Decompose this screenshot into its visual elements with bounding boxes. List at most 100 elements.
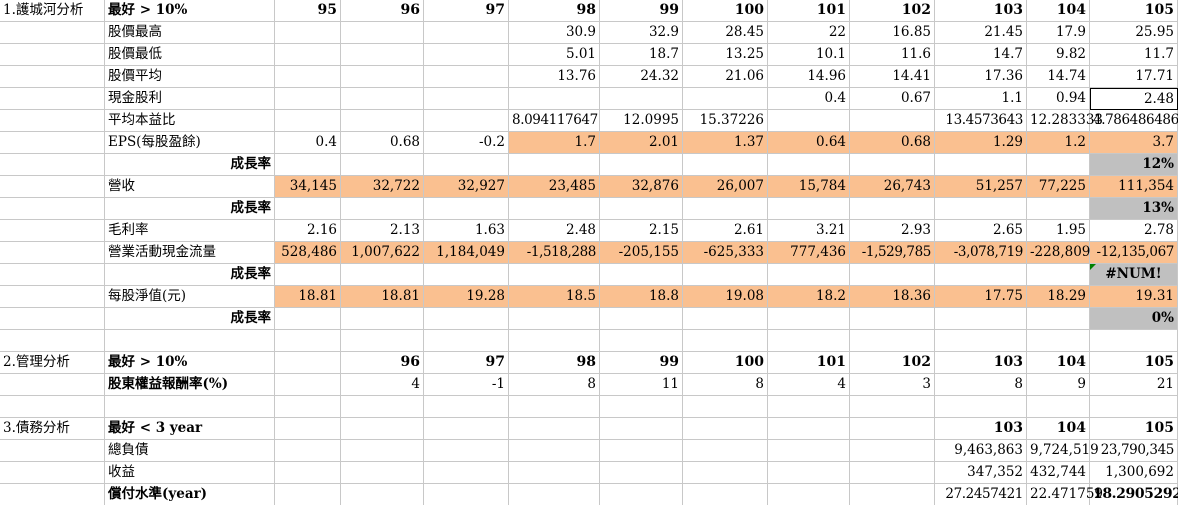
value-cell[interactable]	[850, 330, 935, 352]
value-cell[interactable]: 25.95	[1090, 22, 1178, 44]
value-cell[interactable]	[275, 462, 341, 484]
cell[interactable]	[0, 484, 105, 505]
value-cell[interactable]: 2.48	[1090, 88, 1178, 110]
value-cell[interactable]: 4.786486486	[1090, 110, 1178, 132]
row-label-cell[interactable]: EPS(每股盈餘)	[105, 132, 275, 154]
cell[interactable]	[0, 154, 105, 176]
row-label-cell[interactable]: 股價最高	[105, 22, 275, 44]
value-cell[interactable]: 9,463,863	[935, 440, 1027, 462]
value-cell[interactable]	[275, 396, 341, 418]
value-cell[interactable]	[683, 308, 768, 330]
value-cell[interactable]: 0.4	[768, 88, 850, 110]
value-cell[interactable]	[935, 308, 1027, 330]
year-header-cell[interactable]: 104	[1027, 418, 1090, 440]
value-cell[interactable]	[1027, 198, 1090, 220]
value-cell[interactable]	[341, 110, 424, 132]
value-cell[interactable]: 15,784	[768, 176, 850, 198]
value-cell[interactable]	[424, 88, 509, 110]
value-cell[interactable]	[275, 44, 341, 66]
value-cell[interactable]: 14.96	[768, 66, 850, 88]
value-cell[interactable]: 24.32	[600, 66, 683, 88]
value-cell[interactable]	[683, 154, 768, 176]
value-cell[interactable]: 17.75	[935, 286, 1027, 308]
value-cell[interactable]: 19.08	[683, 286, 768, 308]
value-cell[interactable]: -1,529,785	[850, 242, 935, 264]
value-cell[interactable]: -228,809	[1027, 242, 1090, 264]
value-cell[interactable]: 18.2	[768, 286, 850, 308]
value-cell[interactable]: 32.9	[600, 22, 683, 44]
value-cell[interactable]: 19.31	[1090, 286, 1178, 308]
value-cell[interactable]: 5.01	[509, 44, 600, 66]
year-header-cell[interactable]	[509, 418, 600, 440]
cell[interactable]	[0, 110, 105, 132]
value-cell[interactable]	[275, 484, 341, 505]
value-cell[interactable]: 0.64	[768, 132, 850, 154]
value-cell[interactable]	[683, 88, 768, 110]
year-header-cell[interactable]: 102	[850, 0, 935, 22]
value-cell[interactable]: 2.61	[683, 220, 768, 242]
value-cell[interactable]: 13.76	[509, 66, 600, 88]
value-cell[interactable]	[683, 396, 768, 418]
value-cell[interactable]: 2.78	[1090, 220, 1178, 242]
value-cell[interactable]: 2.93	[850, 220, 935, 242]
year-header-cell[interactable]	[341, 418, 424, 440]
value-cell[interactable]: 32,876	[600, 176, 683, 198]
value-cell[interactable]: 3.21	[768, 220, 850, 242]
value-cell[interactable]	[341, 264, 424, 286]
value-cell[interactable]: -0.2	[424, 132, 509, 154]
row-label-cell[interactable]: 股價最低	[105, 44, 275, 66]
year-header-cell[interactable]	[600, 418, 683, 440]
value-cell[interactable]: 13.25	[683, 44, 768, 66]
value-cell[interactable]: 18.29	[1027, 286, 1090, 308]
value-cell[interactable]: 21.06	[683, 66, 768, 88]
value-cell[interactable]	[683, 440, 768, 462]
cell[interactable]	[0, 462, 105, 484]
value-cell[interactable]: 17.36	[935, 66, 1027, 88]
criteria-cell[interactable]: 最好 > 10%	[105, 352, 275, 374]
value-cell[interactable]	[509, 198, 600, 220]
value-cell[interactable]	[600, 88, 683, 110]
year-header-cell[interactable]: 101	[768, 352, 850, 374]
value-cell[interactable]	[850, 308, 935, 330]
value-cell[interactable]: 11.6	[850, 44, 935, 66]
year-header-cell[interactable]: 97	[424, 0, 509, 22]
row-label-cell[interactable]: 股價平均	[105, 66, 275, 88]
value-cell[interactable]: 777,436	[768, 242, 850, 264]
growth-rate-label-cell[interactable]: 成長率	[105, 264, 275, 286]
value-cell[interactable]: 9.82	[1027, 44, 1090, 66]
value-cell[interactable]	[1027, 264, 1090, 286]
value-cell[interactable]: 18.81	[341, 286, 424, 308]
value-cell[interactable]: 1.63	[424, 220, 509, 242]
criteria-cell[interactable]: 最好 < 3 year	[105, 418, 275, 440]
value-cell[interactable]: 0.68	[341, 132, 424, 154]
value-cell[interactable]	[275, 440, 341, 462]
value-cell[interactable]	[600, 396, 683, 418]
value-cell[interactable]	[424, 330, 509, 352]
value-cell[interactable]: 432,744	[1027, 462, 1090, 484]
section-title-cell[interactable]: 1.護城河分析	[0, 0, 105, 22]
value-cell[interactable]	[424, 264, 509, 286]
value-cell[interactable]	[935, 330, 1027, 352]
value-cell[interactable]	[600, 330, 683, 352]
value-cell[interactable]: 22.471759	[1027, 484, 1103, 505]
value-cell[interactable]: 8	[935, 374, 1027, 396]
value-cell[interactable]	[600, 308, 683, 330]
value-cell[interactable]	[424, 440, 509, 462]
growth-rate-value-cell[interactable]: 0%	[1090, 308, 1178, 330]
value-cell[interactable]: 18.2905292	[1090, 484, 1178, 505]
value-cell[interactable]: 11.7	[1090, 44, 1178, 66]
value-cell[interactable]	[850, 110, 935, 132]
row-label-cell[interactable]: 營收	[105, 176, 275, 198]
year-header-cell[interactable]: 103	[935, 352, 1027, 374]
value-cell[interactable]	[850, 198, 935, 220]
row-label-cell[interactable]: 毛利率	[105, 220, 275, 242]
value-cell[interactable]: 34,145	[275, 176, 341, 198]
growth-rate-value-cell[interactable]: #NUM!	[1090, 264, 1178, 286]
value-cell[interactable]: 8	[683, 374, 768, 396]
value-cell[interactable]: 4	[768, 374, 850, 396]
value-cell[interactable]	[275, 66, 341, 88]
value-cell[interactable]	[935, 264, 1027, 286]
value-cell[interactable]	[768, 484, 850, 505]
value-cell[interactable]: 111,354	[1090, 176, 1178, 198]
row-label-cell[interactable]: 償付水準(year)	[105, 484, 275, 505]
